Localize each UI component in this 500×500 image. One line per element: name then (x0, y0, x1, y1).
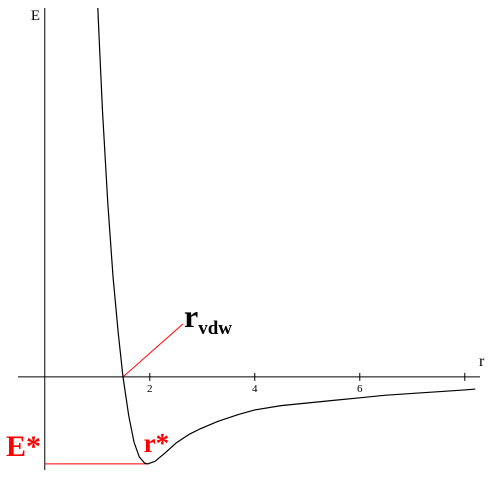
x-tick-label: 6 (357, 383, 363, 395)
x-axis-label: r (479, 353, 485, 370)
r-vdw-subscript: vdw (198, 318, 232, 339)
x-tick-label: 2 (147, 383, 153, 395)
y-axis-label: E (31, 8, 40, 24)
r-vdw-label: rvdw (184, 298, 232, 339)
e-star-label: E* (6, 430, 41, 463)
x-tick-label: 4 (252, 383, 258, 395)
r-vdw-line (122, 323, 184, 378)
curve (97, 7, 476, 465)
r-vdw-main: r (184, 298, 198, 334)
